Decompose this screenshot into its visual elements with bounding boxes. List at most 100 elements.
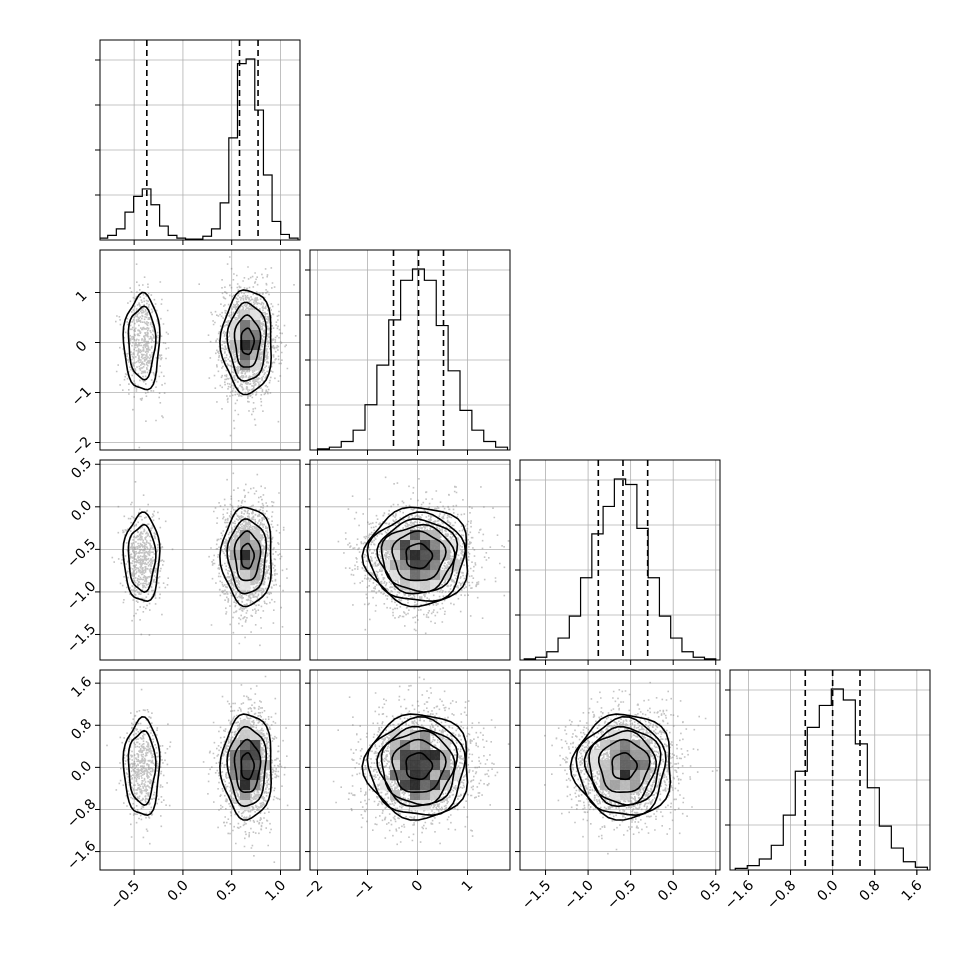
contour-line <box>233 738 262 794</box>
y-tick-label: −1.0 <box>64 578 99 613</box>
density-cell <box>590 760 601 771</box>
contour-line <box>122 291 161 391</box>
density-cell <box>240 560 251 571</box>
density-cell <box>420 580 431 591</box>
density-cell <box>380 780 391 791</box>
scatter-points <box>106 675 289 863</box>
panel-frame <box>99 39 301 241</box>
density-cell <box>420 560 431 571</box>
density-cell <box>450 560 461 571</box>
contour-line <box>583 725 662 808</box>
density-cell <box>420 550 431 561</box>
histogram-step <box>734 688 928 870</box>
density-cell <box>640 760 651 771</box>
y-tick-label: 0.5 <box>68 455 95 482</box>
contour-line <box>226 301 268 382</box>
contour-line <box>361 713 469 821</box>
density-cell <box>380 560 391 571</box>
contour-line <box>240 327 256 356</box>
density-cell <box>600 740 611 751</box>
scatter-panel-3-0: −1.6 −0.8 0.0 0.8 1.6 <box>64 669 301 873</box>
density-cell <box>600 760 611 771</box>
density-cell <box>240 770 251 781</box>
x-tick-label: −1.6 <box>722 877 757 912</box>
hist-panel-0 <box>95 39 301 241</box>
density-cell <box>640 750 651 761</box>
x-tick-label: 0.5 <box>698 878 725 905</box>
y-tick-label: 1 <box>73 288 91 306</box>
contour-line <box>391 530 447 582</box>
y-tick-label: 1.6 <box>68 674 95 701</box>
density-cell <box>230 560 241 571</box>
density-cell <box>230 770 241 781</box>
density-cell <box>400 730 411 741</box>
scatter-panel-3-2 <box>515 669 721 871</box>
density-cell <box>240 780 251 791</box>
y-tick-label: −0.8 <box>64 796 99 831</box>
density-cell <box>250 730 261 741</box>
density-cell <box>430 790 441 801</box>
density-cell <box>240 800 251 811</box>
y-tick-label: 0 <box>73 338 91 356</box>
scatter-points <box>111 472 288 647</box>
density-cell <box>240 530 251 541</box>
density-cell <box>240 340 251 351</box>
density-cell <box>430 760 441 771</box>
density-cell <box>400 560 411 571</box>
contour-line <box>233 530 262 582</box>
density-cell <box>430 580 441 591</box>
density-cell <box>390 560 401 571</box>
density-cell <box>620 750 631 761</box>
density-cell <box>250 780 261 791</box>
density-cell <box>250 550 261 561</box>
density-cell <box>390 750 401 761</box>
density-cell <box>390 550 401 561</box>
panel-frame <box>519 459 721 661</box>
density-cell <box>390 730 401 741</box>
density-cell <box>240 730 251 741</box>
panel-frame <box>99 459 301 661</box>
density-cell <box>410 570 421 581</box>
density-cell <box>590 750 601 761</box>
x-tick-label: 1.0 <box>262 878 289 905</box>
density-cell <box>230 780 241 791</box>
density-cell <box>410 750 421 761</box>
density-cell <box>250 770 261 781</box>
contour-line <box>405 752 434 781</box>
density-cell <box>240 350 251 361</box>
density-cell <box>250 760 261 771</box>
density-cell <box>400 540 411 551</box>
panel-frame <box>309 669 511 871</box>
panel-frame <box>309 249 511 451</box>
density-cell <box>250 540 261 551</box>
density-cell <box>240 740 251 751</box>
density-cell <box>410 530 421 541</box>
density-cell <box>420 780 431 791</box>
hist-panel-2 <box>515 459 721 661</box>
density-cell <box>610 780 621 791</box>
density-cell <box>450 770 461 781</box>
density-cell <box>380 540 391 551</box>
density-cell <box>400 580 411 591</box>
contour-line <box>233 314 262 368</box>
x-tick-label: −0.5 <box>604 878 639 913</box>
density-cell <box>620 780 631 791</box>
density-cell <box>430 780 441 791</box>
density-cell <box>420 770 431 781</box>
density-cell <box>400 750 411 761</box>
density-cell <box>630 780 641 791</box>
density-cell <box>240 360 251 371</box>
density-cell <box>420 530 431 541</box>
density-cell <box>410 790 421 801</box>
density-cell <box>430 770 441 781</box>
density-cell <box>600 770 611 781</box>
density-cell <box>400 770 411 781</box>
x-tick-label: −2 <box>300 878 326 904</box>
density-cell <box>400 780 411 791</box>
contour-line <box>127 729 157 806</box>
histogram-step <box>100 58 299 240</box>
contour-line <box>611 752 639 781</box>
contour-line <box>122 511 161 603</box>
histogram-step <box>316 268 509 450</box>
